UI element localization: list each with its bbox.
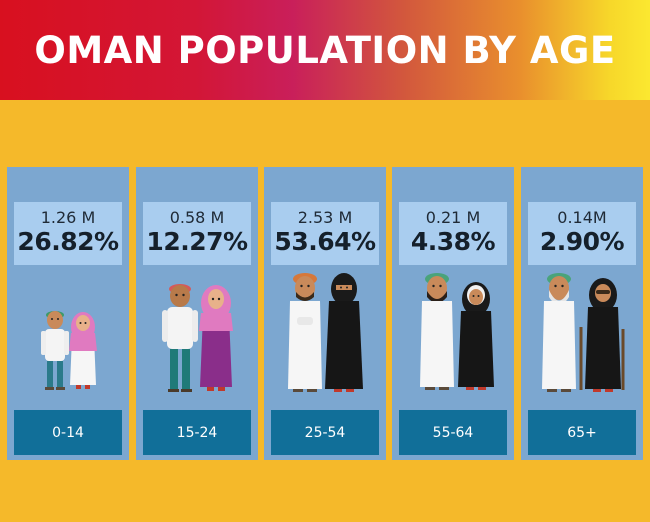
header-banner: OMAN POPULATION BY AGE: [0, 0, 650, 100]
age-range-label-box: 0-14: [14, 410, 122, 455]
population-value: 2.53 M: [297, 208, 353, 227]
age-range-label: 25-54: [304, 424, 346, 441]
age-group-card-65-plus: 0.14M 2.90% 65+: [521, 167, 643, 460]
population-value: 0.58 M: [169, 208, 225, 227]
children-icon: [41, 311, 97, 390]
stat-box: 0.14M 2.90%: [528, 202, 636, 265]
stat-box: 1.26 M 26.82%: [14, 202, 122, 265]
stat-box: 2.53 M 53.64%: [271, 202, 379, 265]
stat-box: 0.58 M 12.27%: [143, 202, 251, 265]
age-range-label-box: 25-54: [271, 410, 379, 455]
age-range-label: 15-24: [176, 424, 218, 441]
population-value: 0.14M: [557, 208, 607, 227]
age-group-card-55-64: 0.21 M 4.38% 55-64: [392, 167, 514, 460]
population-percent: 26.82%: [17, 227, 119, 256]
age-group-card-25-54: 2.53 M 53.64% 25-54: [264, 167, 386, 460]
age-group-card-0-14: 1.26 M 26.82% 0-14: [7, 167, 129, 460]
youth-icon: [162, 284, 233, 392]
age-range-label: 55-64: [432, 424, 474, 441]
population-percent: 4.38%: [410, 227, 496, 256]
page-title: OMAN POPULATION BY AGE: [34, 28, 616, 72]
elderly-icon: [542, 273, 625, 392]
age-range-label: 0-14: [52, 424, 84, 441]
stat-box: 0.21 M 4.38%: [399, 202, 507, 265]
age-range-label-box: 15-24: [143, 410, 251, 455]
population-value: 1.26 M: [40, 208, 96, 227]
population-percent: 53.64%: [274, 227, 376, 256]
adults-icon: [288, 273, 363, 392]
population-percent: 2.90%: [539, 227, 625, 256]
middle-aged-icon: [420, 273, 494, 390]
age-range-label-box: 55-64: [399, 410, 507, 455]
age-range-label-box: 65+: [528, 410, 636, 455]
population-percent: 12.27%: [146, 227, 248, 256]
age-group-card-15-24: 0.58 M 12.27% 15-24: [136, 167, 258, 460]
age-range-label: 65+: [567, 424, 597, 441]
population-value: 0.21 M: [425, 208, 481, 227]
